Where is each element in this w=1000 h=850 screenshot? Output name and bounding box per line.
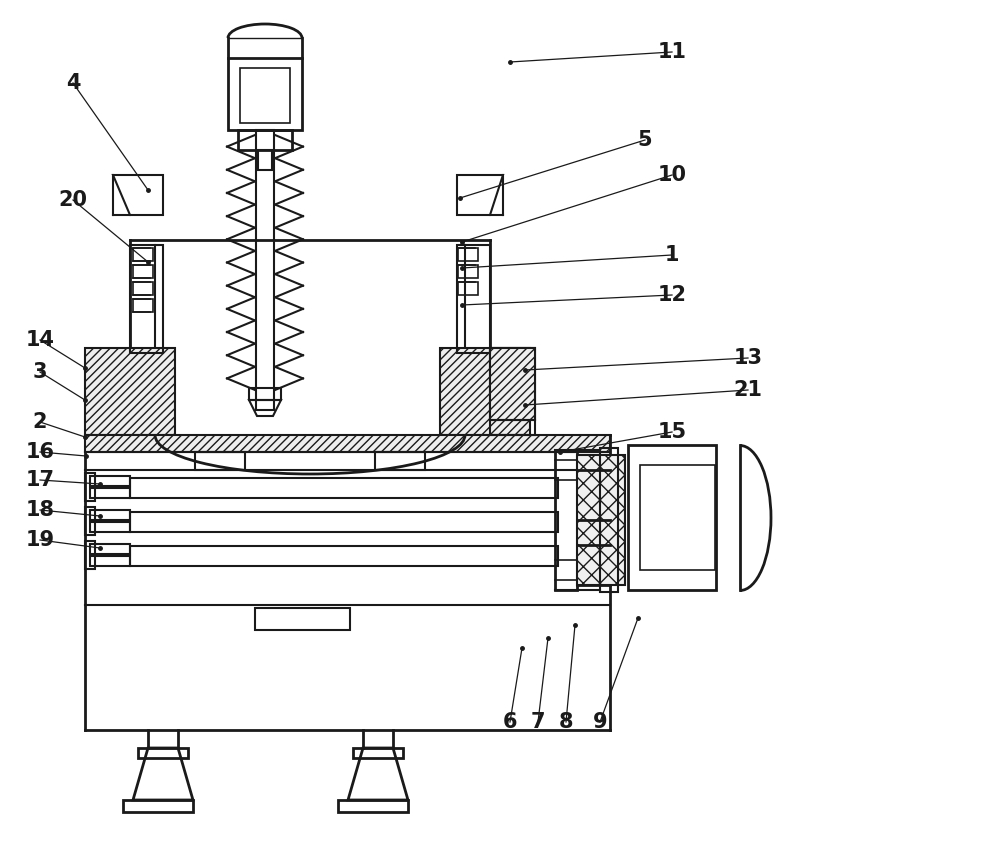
Bar	[258, 150, 272, 170]
Bar	[123, 800, 193, 812]
Text: 19: 19	[25, 530, 55, 550]
Bar	[90, 510, 130, 520]
Text: 17: 17	[26, 470, 54, 490]
Bar	[555, 450, 577, 590]
Bar	[85, 473, 95, 501]
Text: 12: 12	[658, 285, 686, 305]
Polygon shape	[85, 348, 175, 435]
Text: 4: 4	[66, 73, 80, 93]
Bar	[133, 282, 153, 295]
Bar	[238, 130, 292, 150]
Bar	[640, 465, 715, 570]
Bar	[90, 544, 130, 554]
Bar	[490, 348, 535, 435]
Bar	[85, 507, 95, 535]
Text: 6: 6	[503, 712, 517, 732]
Bar	[458, 265, 478, 278]
Text: 8: 8	[559, 712, 573, 732]
Bar	[138, 748, 188, 758]
Bar	[90, 476, 130, 486]
Bar	[133, 299, 153, 312]
Text: 10: 10	[658, 165, 686, 185]
Bar	[338, 800, 408, 812]
Bar	[256, 130, 274, 410]
Text: 3: 3	[33, 362, 47, 382]
Text: 9: 9	[593, 712, 607, 732]
Text: 21: 21	[734, 380, 763, 400]
Text: 7: 7	[531, 712, 545, 732]
Text: 16: 16	[26, 442, 54, 462]
Text: 13: 13	[734, 348, 763, 368]
Polygon shape	[440, 348, 530, 435]
Bar	[255, 608, 350, 630]
Bar	[90, 488, 130, 498]
Bar	[130, 512, 558, 532]
Bar	[249, 388, 281, 400]
Bar	[458, 248, 478, 261]
Bar	[195, 452, 245, 470]
Bar	[240, 68, 290, 123]
Bar	[130, 245, 163, 353]
Bar	[133, 265, 153, 278]
Bar	[228, 58, 302, 130]
Text: 2: 2	[33, 412, 47, 432]
Bar	[353, 748, 403, 758]
Bar	[457, 245, 490, 353]
Bar	[90, 522, 130, 532]
Bar	[375, 452, 425, 470]
Bar	[90, 556, 130, 566]
Bar	[130, 478, 558, 498]
Text: 11: 11	[658, 42, 686, 62]
Bar	[133, 248, 153, 261]
Text: 5: 5	[638, 130, 652, 150]
Bar	[130, 546, 558, 566]
Polygon shape	[490, 348, 535, 420]
Text: 1: 1	[665, 245, 679, 265]
Bar	[600, 448, 618, 592]
Bar	[577, 455, 625, 585]
Bar	[458, 282, 478, 295]
Bar	[85, 541, 95, 569]
Text: 14: 14	[26, 330, 54, 350]
Text: 15: 15	[657, 422, 687, 442]
Text: 18: 18	[26, 500, 54, 520]
Polygon shape	[85, 435, 610, 452]
Bar	[628, 445, 716, 590]
Text: 20: 20	[58, 190, 88, 210]
